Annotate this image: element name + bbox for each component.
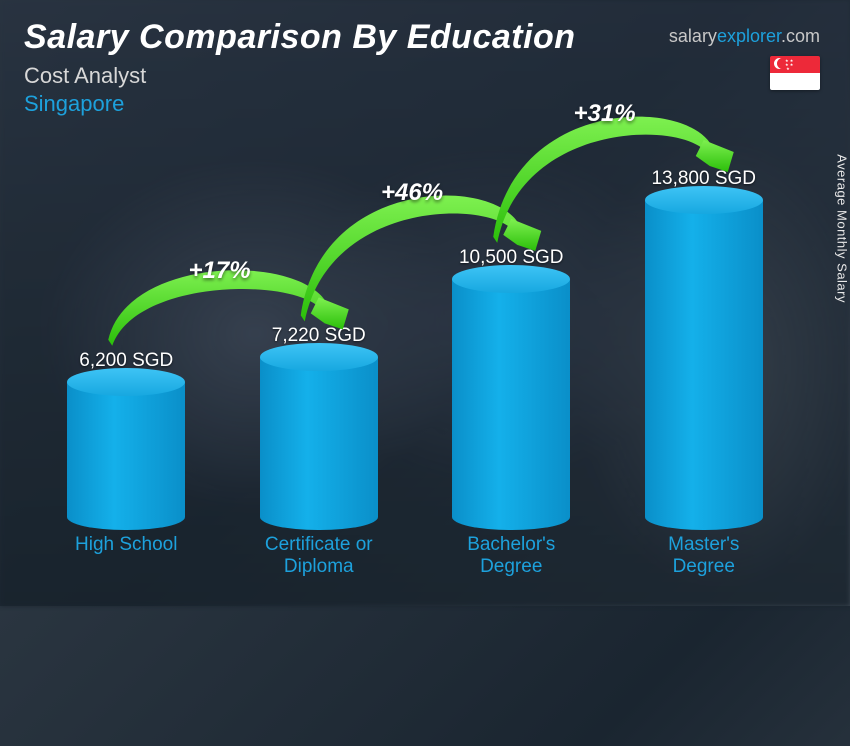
bar-cap bbox=[67, 368, 185, 396]
category-label: High School bbox=[30, 534, 223, 578]
category-labels-row: High SchoolCertificate orDiplomaBachelor… bbox=[30, 534, 800, 578]
percent-increase-label: +46% bbox=[381, 179, 443, 207]
category-label: Certificate orDiploma bbox=[223, 534, 416, 578]
y-axis-label: Average Monthly Salary bbox=[835, 154, 850, 303]
percent-increase-label: +17% bbox=[189, 257, 251, 285]
bar-slot: 13,800 SGD bbox=[608, 140, 801, 530]
brand-suffix: .com bbox=[781, 26, 820, 46]
location-label: Singapore bbox=[24, 91, 576, 117]
bar-slot: 6,200 SGD bbox=[30, 140, 223, 530]
header: Salary Comparison By Education Cost Anal… bbox=[24, 18, 576, 117]
bar bbox=[452, 279, 570, 530]
bar bbox=[645, 200, 763, 530]
bar bbox=[260, 357, 378, 530]
job-title: Cost Analyst bbox=[24, 63, 576, 89]
bar-body bbox=[67, 382, 185, 530]
singapore-flag-icon: ★ ★★ ★ ★ bbox=[770, 56, 820, 90]
percent-increase-label: +31% bbox=[574, 100, 636, 128]
brand-logo: salaryexplorer.com bbox=[669, 26, 820, 47]
bar-slot: 10,500 SGD bbox=[415, 140, 608, 530]
bar bbox=[67, 382, 185, 530]
page-title: Salary Comparison By Education bbox=[24, 18, 576, 57]
bar-cap bbox=[645, 186, 763, 214]
salary-bar-chart: 6,200 SGD7,220 SGD10,500 SGD13,800 SGD H… bbox=[30, 140, 800, 578]
brand-prefix: salary bbox=[669, 26, 717, 46]
brand-mid: explorer bbox=[717, 26, 781, 46]
bar-body bbox=[452, 279, 570, 530]
category-label: Bachelor'sDegree bbox=[415, 534, 608, 578]
bar-body bbox=[645, 200, 763, 530]
category-label: Master'sDegree bbox=[608, 534, 801, 578]
bar-cap bbox=[260, 343, 378, 371]
bar-cap bbox=[452, 265, 570, 293]
bar-body bbox=[260, 357, 378, 530]
